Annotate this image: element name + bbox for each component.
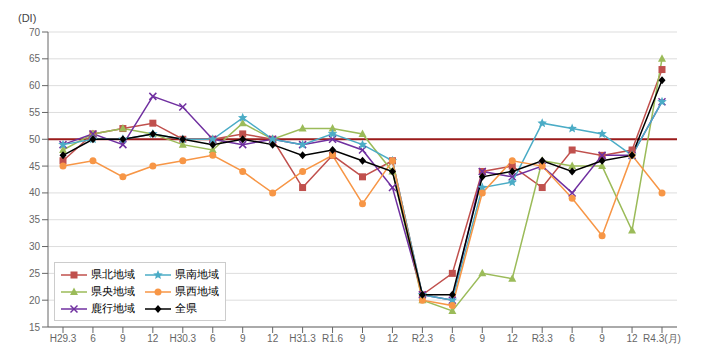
svg-text:12: 12 xyxy=(147,333,159,344)
svg-text:12: 12 xyxy=(267,333,279,344)
html-text:県南地域: 県南地域 xyxy=(175,268,219,280)
svg-text:25: 25 xyxy=(29,268,41,279)
svg-text:40: 40 xyxy=(29,187,41,198)
svg-text:60: 60 xyxy=(29,80,41,91)
html-text:県西地域: 県西地域 xyxy=(175,285,219,297)
svg-text:65: 65 xyxy=(29,53,41,64)
html-text:県北地域: 県北地域 xyxy=(91,268,135,280)
svg-text:45: 45 xyxy=(29,161,41,172)
svg-text:6: 6 xyxy=(450,333,456,344)
svg-text:12: 12 xyxy=(387,333,399,344)
svg-text:20: 20 xyxy=(29,295,41,306)
svg-text:50: 50 xyxy=(29,134,41,145)
html-text:(DI): (DI) xyxy=(18,12,37,24)
svg-text:H29.3: H29.3 xyxy=(50,333,77,344)
svg-text:H30.3: H30.3 xyxy=(169,333,196,344)
svg-text:70: 70 xyxy=(29,27,41,38)
svg-text:9: 9 xyxy=(480,333,486,344)
svg-text:9: 9 xyxy=(360,333,366,344)
svg-text:6: 6 xyxy=(90,333,96,344)
html-text:全県: 全県 xyxy=(175,302,197,314)
svg-text:55: 55 xyxy=(29,107,41,118)
svg-text:R3.3: R3.3 xyxy=(532,333,554,344)
html-text:鹿行地域: 鹿行地域 xyxy=(91,302,135,314)
svg-text:R1.6: R1.6 xyxy=(322,333,344,344)
svg-text:9: 9 xyxy=(599,333,605,344)
svg-text:6: 6 xyxy=(569,333,575,344)
svg-text:6: 6 xyxy=(210,333,216,344)
svg-text:R4.3(月): R4.3(月) xyxy=(643,333,681,344)
svg-text:15: 15 xyxy=(29,322,41,333)
svg-text:9: 9 xyxy=(120,333,126,344)
svg-text:H31.3: H31.3 xyxy=(289,333,316,344)
html-text:県央地域: 県央地域 xyxy=(91,285,135,297)
svg-text:9: 9 xyxy=(240,333,246,344)
svg-text:R2.3: R2.3 xyxy=(412,333,434,344)
svg-text:30: 30 xyxy=(29,241,41,252)
svg-text:35: 35 xyxy=(29,214,41,225)
svg-text:12: 12 xyxy=(507,333,519,344)
svg-text:12: 12 xyxy=(626,333,638,344)
